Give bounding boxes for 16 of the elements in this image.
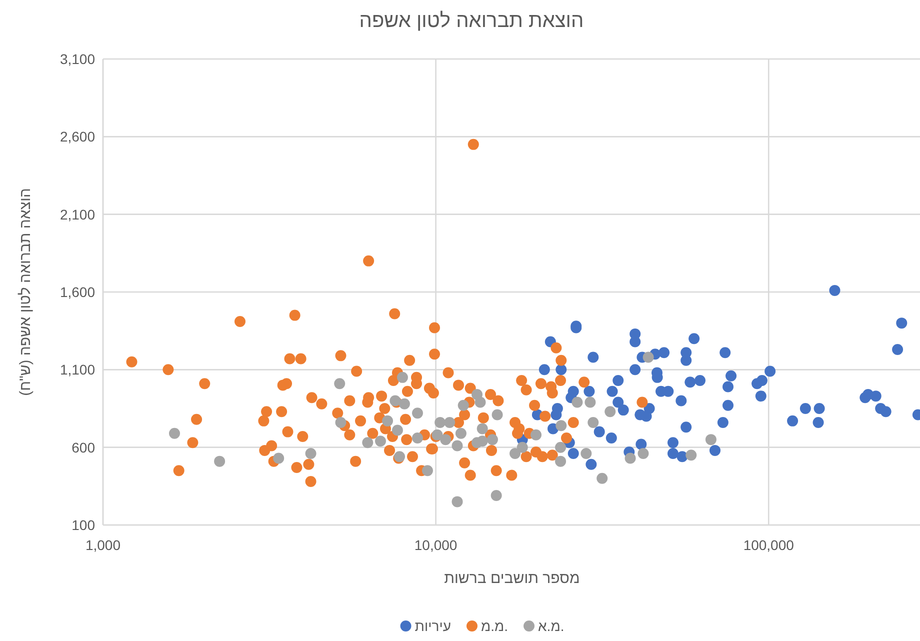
y-tick-label: 600 bbox=[72, 439, 96, 456]
x-tick-label: 100,000 bbox=[743, 537, 794, 553]
y-tick-label: 100 bbox=[72, 517, 96, 533]
x-tick-label: 1,000 bbox=[85, 537, 121, 553]
legend-label: מ.א. bbox=[538, 618, 564, 634]
y-tick-label: 2,600 bbox=[60, 128, 96, 145]
y-tick-label: 1,100 bbox=[60, 362, 96, 378]
chart-title: הוצאת תברואה לטון אשפה bbox=[359, 10, 584, 32]
y-tick-label: 3,100 bbox=[60, 51, 96, 67]
x-axis-title: מספר תושבים ברשות bbox=[444, 570, 580, 587]
y-tick-label: 1,600 bbox=[60, 284, 96, 300]
x-tick-label: 10,000 bbox=[414, 537, 458, 553]
legend-label: עיריות bbox=[414, 618, 451, 634]
y-axis-title: הוצאה תברואה לטון אשפה (ש"ח) bbox=[17, 188, 34, 396]
legend-label: מ.מ. bbox=[480, 618, 508, 634]
y-tick-label: 2,100 bbox=[60, 206, 96, 222]
